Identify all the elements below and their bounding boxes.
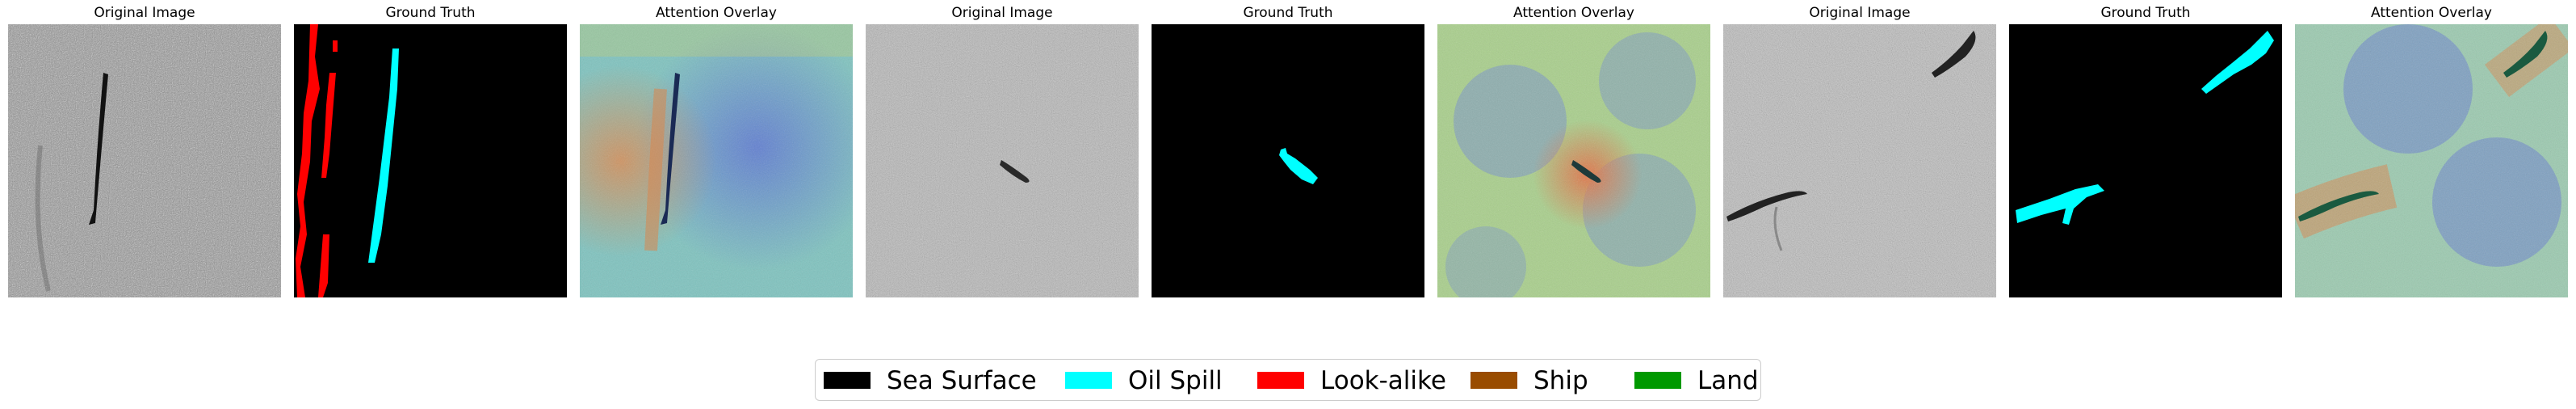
ground-truth-mask-1: [294, 24, 567, 297]
oil-slick: [89, 73, 108, 225]
oil-spill-mask: [368, 48, 399, 263]
sar-image-2: [866, 24, 1139, 297]
legend-swatch-oil-spill: [1065, 372, 1112, 389]
sar-image-1: [8, 24, 281, 297]
legend-label: Sea Surface: [887, 366, 1037, 395]
attention-overlay-1: [580, 24, 853, 297]
legend-label: Land: [1697, 366, 1759, 395]
legend-label: Oil Spill: [1128, 366, 1223, 395]
panel-title: Original Image: [94, 5, 195, 21]
oil-spill-mask: [1279, 148, 1318, 184]
panel-title: Ground Truth: [385, 5, 476, 21]
look-alike-mask: [296, 24, 338, 297]
attention-overlay-3: [2295, 24, 2568, 297]
legend-label: Ship: [1533, 366, 1588, 395]
panel-title: Attention Overlay: [1513, 5, 1634, 21]
attention-overlay-2: [1437, 24, 1710, 297]
panel-title: Ground Truth: [2100, 5, 2191, 21]
ground-truth-mask-3: [2009, 24, 2282, 297]
panel-title: Attention Overlay: [2371, 5, 2492, 21]
oil-slick: [1726, 191, 1807, 221]
legend-swatch-sea-surface: [824, 372, 871, 389]
legend-label: Look-alike: [1320, 366, 1446, 395]
sar-image-3: [1723, 24, 1996, 297]
oil-slick: [1000, 160, 1030, 183]
oil-spill-mask: [2201, 31, 2274, 94]
panel-title: Original Image: [951, 5, 1053, 21]
oil-slick: [1932, 31, 1976, 78]
legend-swatch-land: [1634, 372, 1681, 389]
legend: Sea Surface Oil Spill Look-alike Ship La…: [815, 359, 1761, 401]
legend-swatch-look-alike: [1257, 372, 1304, 389]
legend-swatch-ship: [1471, 372, 1517, 389]
oil-spill-mask: [2016, 184, 2104, 225]
panel-title: Ground Truth: [1243, 5, 1333, 21]
panel-title: Original Image: [1809, 5, 1911, 21]
panel-title: Attention Overlay: [656, 5, 777, 21]
ground-truth-mask-2: [1152, 24, 1424, 297]
